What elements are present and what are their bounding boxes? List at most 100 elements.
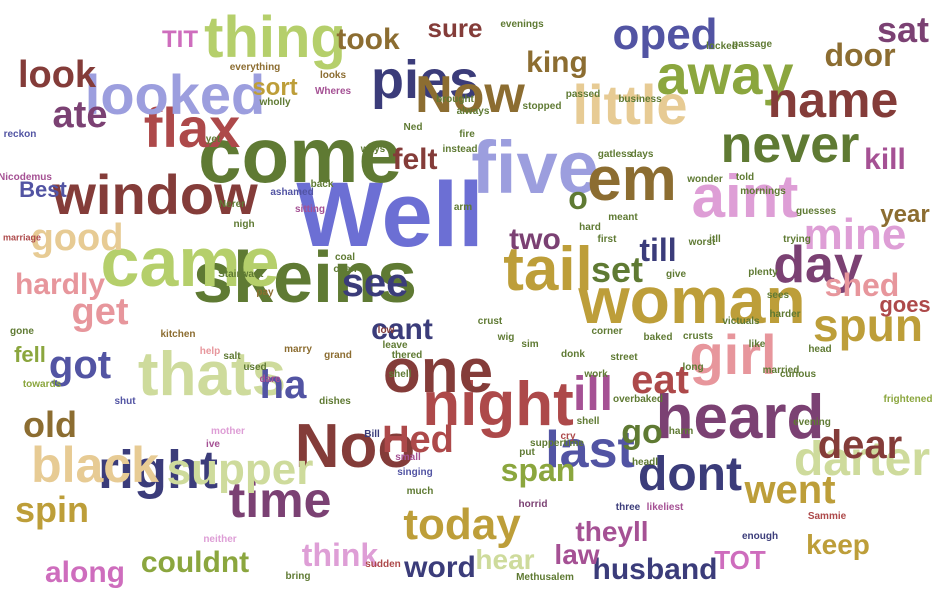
cloud-word: cant — [371, 313, 433, 346]
cloud-word: harm — [668, 426, 694, 437]
cloud-word: black — [31, 437, 159, 493]
cloud-word: thats — [137, 340, 287, 409]
cloud-word: shut — [114, 396, 136, 407]
cloud-word: crust — [477, 316, 503, 327]
cloud-word: sitting — [295, 204, 325, 215]
cloud-word: dishes — [319, 396, 351, 407]
cloud-word: come — [198, 111, 402, 199]
cloud-word: hear — [475, 544, 535, 575]
cloud-word: bring — [285, 571, 311, 582]
cloud-word: dear — [817, 423, 903, 467]
cloud-word: crusts — [682, 331, 714, 342]
cloud-word: frightened — [883, 394, 933, 405]
cloud-word: pies — [370, 50, 480, 110]
cloud-word: never — [720, 116, 860, 174]
cloud-word: curious — [779, 369, 817, 380]
cloud-word: five — [471, 126, 599, 209]
cloud-word: Now — [415, 66, 525, 124]
cloud-word: street — [610, 352, 638, 363]
cloud-word: dare — [259, 374, 281, 385]
cloud-word: gone — [10, 326, 34, 337]
cloud-word: singing — [397, 467, 433, 478]
cloud-word: one — [382, 337, 494, 406]
cloud-word: heard — [655, 383, 825, 452]
cloud-word: brought — [436, 94, 474, 105]
cloud-word: baked — [643, 332, 673, 343]
cloud-word: fire — [459, 129, 475, 140]
cloud-word: Noo — [294, 412, 416, 481]
cloud-word: Nerer — [218, 199, 246, 210]
cloud-word: away — [656, 43, 794, 106]
cloud-word: looked — [84, 63, 266, 126]
cloud-word: look — [17, 54, 97, 96]
cloud-word: girl — [689, 323, 777, 386]
cloud-word: leave — [382, 340, 408, 351]
cloud-word: evenings — [500, 19, 544, 30]
cloud-word: Hed — [382, 419, 454, 461]
cloud-word: till — [639, 232, 677, 268]
cloud-word: went — [744, 468, 836, 512]
cloud-word: sudden — [365, 559, 401, 570]
cloud-word: itll — [709, 234, 721, 245]
cloud-word: want — [240, 269, 264, 280]
cloud-word: mornings — [740, 186, 786, 197]
cloud-word: spun — [813, 299, 923, 351]
cloud-word: year — [880, 201, 930, 228]
cloud-word: mine — [803, 210, 907, 259]
cloud-word: plenty — [748, 267, 778, 278]
cloud-word: TIT — [162, 26, 198, 53]
cloud-word: oven — [333, 264, 357, 275]
cloud-word: oped — [612, 10, 718, 59]
cloud-word: ive — [206, 439, 220, 450]
cloud-word: night — [422, 370, 574, 439]
cloud-word: dont — [638, 448, 742, 501]
cloud-word: time — [228, 472, 332, 528]
cloud-word: stopped — [522, 101, 562, 112]
cloud-word: see — [341, 261, 409, 305]
cloud-word: towards — [22, 379, 62, 390]
cloud-word: always — [456, 106, 490, 117]
cloud-word: trying — [783, 234, 811, 245]
cloud-word: aint — [691, 163, 799, 230]
cloud-word: coal — [334, 252, 356, 263]
cloud-word: small — [395, 452, 421, 463]
cloud-word: two — [509, 223, 561, 256]
cloud-word: marry — [284, 344, 312, 355]
cloud-word: everything — [229, 62, 281, 73]
cloud-word: came — [100, 223, 280, 301]
cloud-word: felt — [392, 143, 438, 176]
cloud-word: gatless — [597, 149, 633, 160]
cloud-word: em — [587, 145, 677, 214]
cloud-word: sees — [766, 290, 790, 301]
cloud-word: guesses — [795, 206, 837, 217]
cloud-word: right — [98, 440, 218, 500]
cloud-word: pay — [256, 287, 274, 298]
cloud-word: passage — [731, 39, 773, 50]
cloud-word: back — [310, 179, 334, 190]
cloud-word: eat — [631, 358, 689, 402]
cloud-word: harder — [769, 309, 801, 320]
cloud-word: thing — [204, 5, 346, 70]
cloud-word: couldnt — [140, 546, 250, 579]
cloud-word: supper — [166, 445, 314, 494]
cloud-word: shed — [824, 267, 900, 303]
cloud-word: along — [45, 556, 125, 589]
cloud-word: arm — [453, 202, 473, 213]
cloud-word: span — [500, 452, 576, 488]
cloud-word: first — [597, 234, 617, 245]
cloud-word: nigh — [233, 219, 255, 230]
cloud-word: flax — [143, 96, 241, 159]
cloud-word: put — [519, 447, 535, 458]
cloud-word: sim — [521, 339, 539, 350]
cloud-word: king — [526, 46, 588, 79]
cloud-word: evening — [793, 417, 831, 428]
cloud-word: old — [23, 404, 77, 445]
cloud-word: wonder — [687, 174, 723, 185]
cloud-word: yet — [205, 134, 221, 145]
cloud-word: suppertime — [530, 438, 584, 449]
cloud-word: goes — [879, 292, 931, 317]
cloud-word: name — [767, 72, 899, 128]
cloud-word: shell — [576, 416, 600, 427]
cloud-word: darter — [793, 433, 931, 486]
